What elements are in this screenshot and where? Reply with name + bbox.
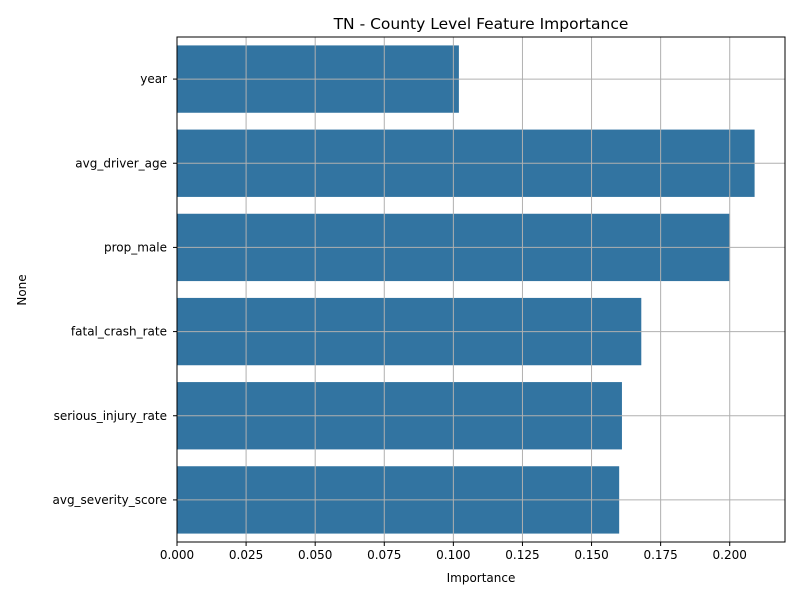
bars-layer [177, 45, 755, 534]
y-tick-label: serious_injury_rate [54, 409, 167, 423]
x-tick-label: 0.025 [229, 548, 263, 562]
x-tick-label: 0.200 [713, 548, 747, 562]
x-axis-label: Importance [447, 571, 516, 585]
y-tick-label: year [140, 72, 167, 86]
y-tick-label: fatal_crash_rate [71, 325, 167, 339]
x-tick-label: 0.125 [505, 548, 539, 562]
x-tick-label: 0.150 [574, 548, 608, 562]
y-tick-label: avg_severity_score [52, 493, 167, 507]
x-tick-label: 0.000 [160, 548, 194, 562]
x-tick-label: 0.075 [367, 548, 401, 562]
chart-title: TN - County Level Feature Importance [333, 15, 629, 33]
plot-frame [176, 36, 786, 543]
y-ticks: year avg_driver_age prop_male fatal_crash_r… [52, 72, 177, 507]
y-axis-label: None [15, 274, 29, 305]
axes-layer [176, 36, 786, 543]
y-tick-label: prop_male [104, 240, 167, 254]
x-tick-label: 0.100 [436, 548, 470, 562]
x-ticks: 0.000 0.025 0.050 0.075 0.100 0.125 0.150 0.175… [160, 542, 747, 562]
x-tick-label: 0.050 [298, 548, 332, 562]
y-tick-label: avg_driver_age [75, 156, 167, 170]
x-tick-label: 0.175 [643, 548, 677, 562]
